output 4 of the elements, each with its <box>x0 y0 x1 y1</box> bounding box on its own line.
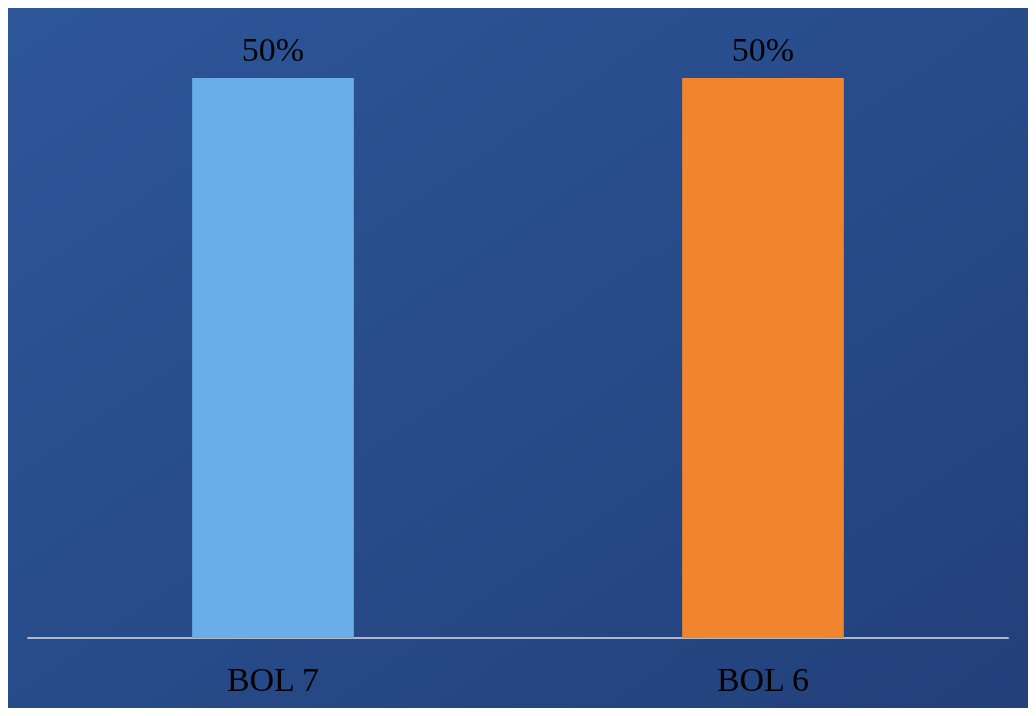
data-label: 50% <box>241 30 305 68</box>
x-tick-label: BOL 7 <box>226 660 320 698</box>
x-tick-label: BOL 6 <box>716 660 810 698</box>
data-label: 50% <box>731 30 795 68</box>
